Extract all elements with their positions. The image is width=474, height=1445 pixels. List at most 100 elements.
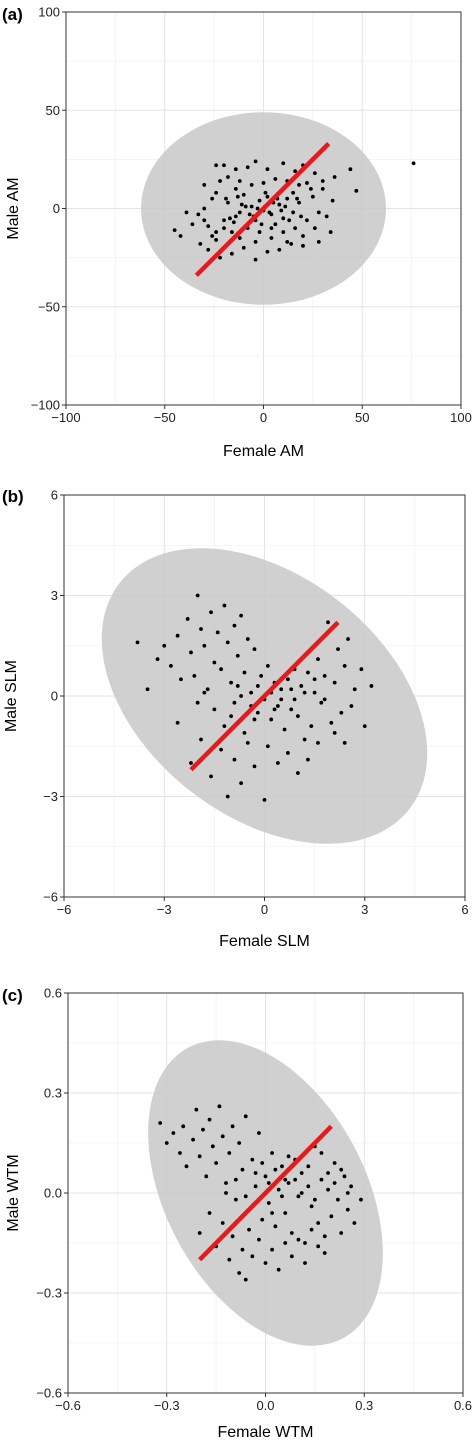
data-point xyxy=(181,1124,186,1129)
data-point xyxy=(207,1211,212,1215)
data-point xyxy=(239,781,244,785)
data-point xyxy=(322,674,327,678)
data-point xyxy=(319,1177,324,1182)
data-point xyxy=(270,1151,274,1155)
data-point xyxy=(289,707,294,712)
x-tick-label: 0 xyxy=(261,902,268,917)
data-point xyxy=(232,757,237,762)
data-point xyxy=(253,257,258,262)
x-tick-label: −0.6 xyxy=(55,1398,81,1413)
data-point xyxy=(280,1194,284,1199)
x-tick-label: −100 xyxy=(51,410,80,425)
y-tick-label: 50 xyxy=(46,103,60,118)
data-point xyxy=(255,684,260,688)
data-point xyxy=(326,1171,330,1175)
data-point xyxy=(243,1114,248,1119)
data-point xyxy=(226,175,230,179)
panel-c: −0.6 −0.3 0.0 0.3 0.6 −0.6 −0.3 0.0 0.3 0.6 Female… xyxy=(2,986,472,1442)
data-point xyxy=(242,730,247,735)
data-point xyxy=(202,218,207,223)
data-point xyxy=(345,1207,350,1212)
data-point xyxy=(282,727,287,732)
data-point xyxy=(306,757,310,762)
data-point xyxy=(237,179,242,183)
data-point xyxy=(269,236,274,240)
y-tick-label: −50 xyxy=(38,299,60,314)
data-point xyxy=(239,202,244,207)
data-point xyxy=(249,690,254,695)
y-tick-label: 3 xyxy=(51,588,58,603)
data-point xyxy=(235,194,240,199)
data-point xyxy=(212,707,217,712)
y-tick-label: 0 xyxy=(51,689,58,704)
data-point xyxy=(253,1184,258,1189)
data-point xyxy=(306,1164,311,1169)
data-point xyxy=(189,761,193,765)
data-point xyxy=(345,1191,350,1195)
data-point xyxy=(222,603,227,608)
x-tick-label: 0.0 xyxy=(256,1398,274,1413)
data-point xyxy=(253,1171,258,1175)
data-point xyxy=(262,797,267,802)
data-point xyxy=(252,764,257,769)
x-axis-title: Female SLM xyxy=(219,933,310,950)
data-point xyxy=(178,1151,182,1155)
data-point xyxy=(239,694,244,698)
data-point xyxy=(309,186,313,191)
data-point xyxy=(155,657,160,662)
data-point xyxy=(359,667,364,672)
y-tick-label: 100 xyxy=(38,5,60,20)
data-point xyxy=(324,214,329,219)
data-point xyxy=(326,620,330,625)
data-point xyxy=(312,171,317,176)
data-point xyxy=(279,697,284,702)
data-point xyxy=(202,690,207,695)
data-point xyxy=(306,670,310,675)
data-point xyxy=(303,1241,307,1245)
data-point xyxy=(342,663,347,668)
data-point xyxy=(245,165,250,170)
data-point xyxy=(214,190,219,195)
data-point xyxy=(190,222,195,227)
data-point xyxy=(198,241,203,246)
data-point xyxy=(206,247,211,252)
data-point xyxy=(332,1181,337,1185)
data-point xyxy=(178,234,183,238)
data-point xyxy=(228,216,232,221)
data-point xyxy=(319,1151,324,1155)
data-point xyxy=(289,1254,294,1259)
data-point xyxy=(172,228,177,233)
data-point xyxy=(202,206,207,211)
data-point xyxy=(209,774,213,779)
data-point xyxy=(306,1184,311,1189)
y-tick-label: −0.3 xyxy=(36,1286,62,1301)
data-point xyxy=(207,1117,212,1122)
data-point xyxy=(225,794,230,799)
data-point xyxy=(349,1184,353,1189)
data-point xyxy=(301,243,305,248)
data-point xyxy=(191,1137,195,1142)
data-point xyxy=(277,202,282,207)
data-point xyxy=(330,198,335,203)
data-point xyxy=(289,1231,294,1235)
data-point xyxy=(259,674,264,678)
data-point xyxy=(209,610,213,615)
y-tick-label: 0.3 xyxy=(44,1086,62,1101)
data-point xyxy=(158,1121,163,1125)
data-point xyxy=(241,245,246,250)
y-axis-title: Male SLM xyxy=(3,660,20,732)
data-point xyxy=(222,226,226,231)
data-point xyxy=(175,633,180,638)
x-tick-label: 100 xyxy=(450,410,472,425)
data-point xyxy=(241,192,246,197)
data-point xyxy=(255,710,260,715)
y-tick-label: −6 xyxy=(43,890,58,905)
data-point xyxy=(299,1171,304,1175)
data-point xyxy=(281,161,286,166)
data-point xyxy=(297,200,301,205)
y-tick-label: −0.6 xyxy=(36,1386,62,1401)
data-point xyxy=(257,230,262,234)
panel-label: (a) xyxy=(2,5,23,24)
data-point xyxy=(346,637,350,641)
data-point xyxy=(316,240,321,244)
